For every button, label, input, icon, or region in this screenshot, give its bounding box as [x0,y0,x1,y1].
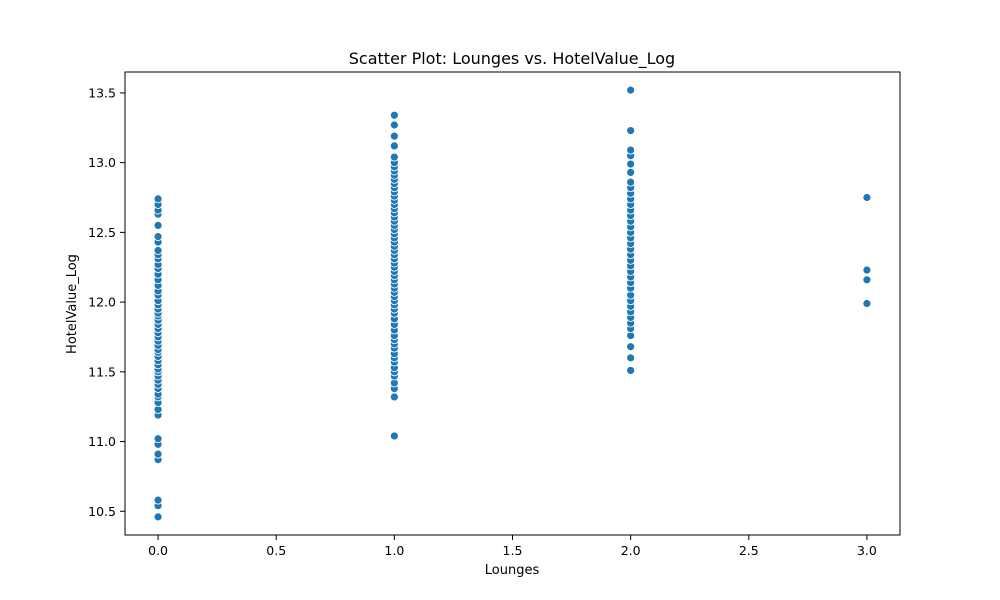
data-point [626,145,636,155]
data-point [389,152,399,162]
data-point [389,110,399,120]
data-point [626,177,636,187]
data-point [626,159,636,169]
y-axis-label: HotelValue_Log [65,254,80,354]
y-axis-ticks: 10.5 11.0 11.5 12.0 12.5 13.0 13.5 [88,85,125,519]
data-point [153,220,163,230]
x-axis-ticks: 0.0 0.5 1.0 1.5 2.0 2.5 3.0 [148,535,877,558]
y-tick-label: 12.0 [88,295,116,310]
data-point [626,353,636,363]
data-point [862,299,872,308]
data-point [153,194,163,204]
x-tick-label: 2.0 [621,543,641,558]
data-point [862,275,872,285]
data-point [626,126,636,135]
data-point [389,120,399,130]
x-tick-label: 1.0 [384,543,404,558]
data-point [153,232,163,241]
data-point [153,449,163,459]
y-tick-label: 11.0 [88,434,116,449]
data-point [626,342,636,352]
data-point [153,495,163,505]
y-tick-label: 13.5 [88,85,116,100]
data-point [153,434,163,444]
data-point [153,512,163,522]
points-layer [153,85,872,522]
chart-title: Scatter Plot: Lounges vs. HotelValue_Log [349,49,675,69]
data-point [389,131,399,141]
data-point [389,141,399,151]
x-tick-label: 0.0 [148,543,168,558]
y-tick-label: 12.5 [88,225,116,240]
data-point [626,85,636,95]
data-point [626,168,636,177]
data-point [153,246,163,255]
y-tick-label: 11.5 [88,364,116,379]
x-tick-label: 3.0 [857,543,877,558]
y-tick-label: 10.5 [88,504,116,519]
plot-frame [124,71,901,536]
data-point [862,265,872,275]
data-point [389,431,399,441]
x-axis-label: Lounges [485,563,540,578]
data-point [862,193,872,202]
data-point [389,392,399,402]
y-tick-label: 13.0 [88,155,116,170]
x-tick-label: 2.5 [739,543,759,558]
data-point [626,366,636,375]
x-tick-label: 0.5 [266,543,286,558]
x-tick-label: 1.5 [503,543,523,558]
